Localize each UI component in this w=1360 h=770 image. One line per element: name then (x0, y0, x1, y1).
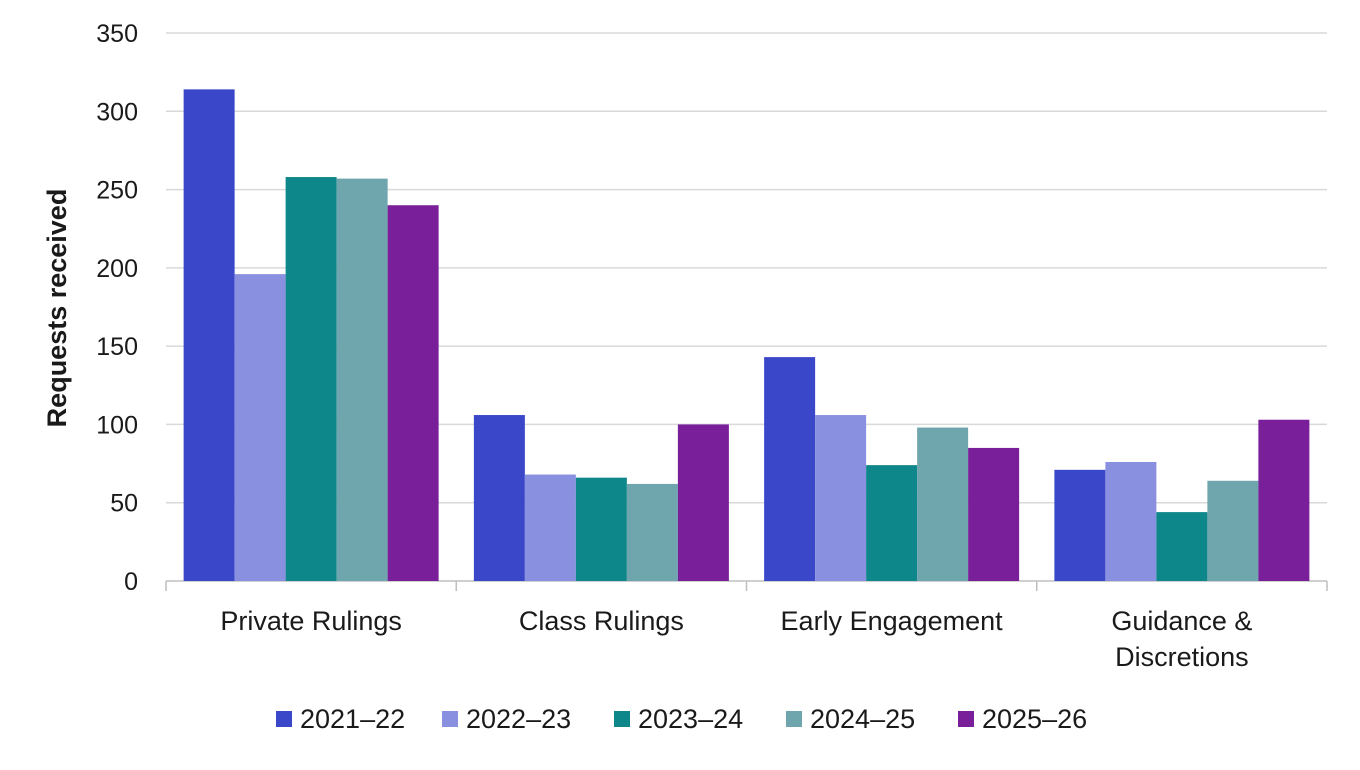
bar (917, 427, 969, 581)
bar (524, 474, 576, 581)
bar (575, 477, 627, 581)
bar (1054, 469, 1106, 581)
y-axis-title: Requests received (42, 189, 72, 428)
y-tick-label: 350 (96, 20, 138, 48)
y-tick-label: 50 (110, 490, 138, 518)
category-labels: Private Rulings Class Rulings Early Engage… (220, 606, 1252, 672)
legend-label: 2024–25 (810, 704, 915, 734)
bar (1258, 419, 1310, 581)
y-tick-label: 100 (96, 411, 138, 439)
bar (968, 447, 1020, 581)
bars (183, 89, 1310, 581)
legend-label: 2025–26 (982, 704, 1087, 734)
y-tick-label: 200 (96, 255, 138, 283)
y-tick-labels: 0 50 100 150 200 250 300 350 (96, 20, 138, 596)
legend-label: 2022–23 (466, 704, 571, 734)
bar (285, 177, 337, 581)
bar (473, 415, 525, 581)
legend-label: 2023–24 (638, 704, 743, 734)
bar (336, 178, 388, 581)
bar (677, 424, 729, 581)
legend: 2021–22 2022–23 2023–24 2024–25 2025–26 (276, 704, 1087, 734)
legend-swatch (958, 711, 974, 727)
x-category-label: Class Rulings (519, 606, 684, 636)
legend-label: 2021–22 (300, 704, 405, 734)
bar (1105, 462, 1157, 581)
y-tick-label: 0 (124, 568, 138, 596)
bar (1156, 512, 1208, 581)
bar (234, 274, 286, 581)
y-tick-label: 150 (96, 333, 138, 361)
legend-swatch (276, 711, 292, 727)
bar (866, 465, 918, 581)
bar (183, 89, 235, 581)
bar (815, 415, 867, 581)
legend-swatch (786, 711, 802, 727)
x-category-label: Discretions (1115, 642, 1249, 672)
x-category-label: Private Rulings (220, 606, 402, 636)
bar (764, 357, 816, 581)
bar (387, 205, 439, 581)
legend-swatch (614, 711, 630, 727)
x-category-label: Guidance & (1111, 606, 1252, 636)
y-tick-label: 250 (96, 177, 138, 205)
axes (165, 580, 1328, 591)
legend-swatch (442, 711, 458, 727)
x-category-label: Early Engagement (781, 606, 1004, 636)
y-tick-label: 300 (96, 98, 138, 126)
bar (626, 483, 678, 581)
bar (1207, 480, 1259, 581)
